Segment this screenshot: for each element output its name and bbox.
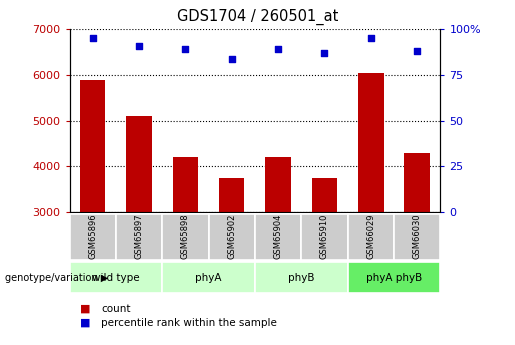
Point	[135, 43, 143, 49]
Point	[181, 47, 190, 52]
Text: phyA: phyA	[195, 273, 222, 283]
Bar	[404, 153, 430, 212]
Point	[89, 36, 97, 41]
Text: GSM65910: GSM65910	[320, 214, 329, 259]
Point	[320, 50, 329, 56]
Bar	[312, 178, 337, 212]
Point	[228, 56, 236, 61]
Bar	[80, 80, 106, 212]
Bar	[70, 214, 116, 260]
Text: phyA phyB: phyA phyB	[366, 273, 422, 283]
Bar	[394, 214, 440, 260]
Bar	[255, 214, 301, 260]
Point	[274, 47, 282, 52]
Text: GSM65896: GSM65896	[88, 214, 97, 259]
Text: genotype/variation ▶: genotype/variation ▶	[5, 273, 108, 283]
Text: GSM65897: GSM65897	[134, 214, 144, 259]
Text: ■: ■	[80, 304, 90, 314]
Point	[367, 36, 375, 41]
Text: GSM66030: GSM66030	[413, 214, 422, 259]
Bar	[255, 262, 348, 293]
Bar	[162, 214, 209, 260]
Bar	[358, 73, 384, 212]
Text: GSM66029: GSM66029	[366, 214, 375, 259]
Text: phyB: phyB	[288, 273, 315, 283]
Text: ■: ■	[80, 318, 90, 327]
Bar	[209, 214, 255, 260]
Bar	[265, 157, 291, 212]
Bar	[116, 214, 162, 260]
Bar	[173, 157, 198, 212]
Bar	[348, 214, 394, 260]
Text: GSM65904: GSM65904	[273, 214, 283, 259]
Bar	[348, 262, 440, 293]
Bar	[219, 178, 245, 212]
Bar	[126, 116, 152, 212]
Bar	[70, 262, 162, 293]
Text: GSM65898: GSM65898	[181, 214, 190, 259]
Text: GSM65902: GSM65902	[227, 214, 236, 259]
Text: wild type: wild type	[92, 273, 140, 283]
Text: count: count	[101, 304, 131, 314]
Text: GDS1704 / 260501_at: GDS1704 / 260501_at	[177, 9, 338, 25]
Bar	[162, 262, 255, 293]
Bar	[301, 214, 348, 260]
Point	[413, 49, 421, 54]
Text: percentile rank within the sample: percentile rank within the sample	[101, 318, 278, 327]
